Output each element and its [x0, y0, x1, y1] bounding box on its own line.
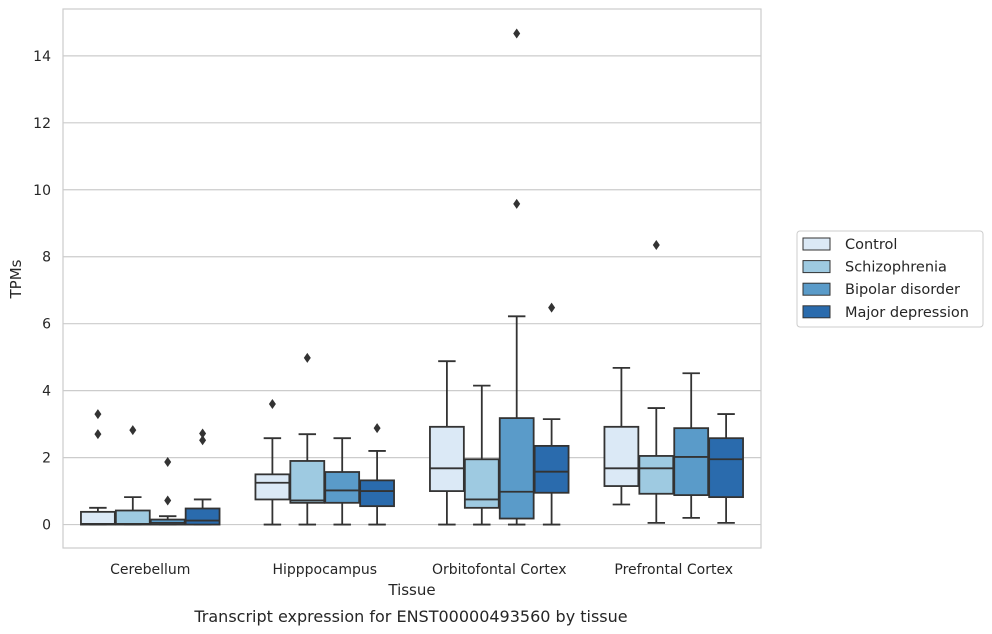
box-rect [80, 510, 116, 526]
outlier-point [94, 429, 102, 440]
x-axis-label: Tissue [387, 581, 435, 599]
box [254, 399, 291, 526]
box-rect [533, 444, 570, 494]
box-rect [114, 509, 151, 526]
box [533, 302, 570, 526]
box-series [80, 28, 744, 526]
outlier-point [199, 428, 207, 439]
x-tick-label: Orbitofontal Cortex [432, 562, 567, 578]
outlier-point [268, 399, 276, 410]
y-tick-label: 14 [33, 49, 51, 65]
box [708, 413, 744, 524]
y-tick-label: 6 [42, 317, 51, 333]
outlier-point [513, 198, 521, 209]
box-rect [673, 427, 710, 497]
y-tick-label: 10 [33, 183, 51, 199]
plot-area-frame [62, 8, 762, 549]
outlier-point [548, 302, 556, 313]
box-rect [708, 437, 744, 499]
x-tick-label: Prefrontal Cortex [614, 562, 733, 578]
y-tick-label: 12 [33, 116, 51, 132]
box-rect [463, 458, 500, 509]
legend-label: Major depression [845, 305, 969, 321]
outlier-point [373, 423, 381, 434]
box [603, 366, 640, 506]
x-tick-label: Cerebellum [110, 562, 190, 578]
box [114, 425, 151, 526]
box-rect [498, 417, 535, 520]
box [359, 423, 395, 526]
box-rect [638, 455, 675, 495]
box-rect [359, 479, 395, 508]
box-rect [184, 507, 221, 526]
y-tick-label: 2 [42, 451, 51, 467]
y-tick-labels: 0 2 4 6 8 10 12 14 [33, 49, 51, 534]
box-rect [324, 471, 361, 504]
outlier-point [652, 240, 660, 251]
outlier-point [164, 456, 172, 467]
outlier-point [129, 425, 137, 436]
box [498, 28, 535, 526]
series-control [80, 360, 640, 526]
box [673, 372, 710, 519]
legend-swatch [802, 305, 831, 319]
outlier-point [94, 409, 102, 420]
y-tick-label: 8 [42, 250, 51, 266]
box [289, 352, 326, 526]
box-rect [429, 425, 465, 492]
outlier-point [164, 495, 172, 506]
legend-swatch [802, 260, 831, 274]
x-tick-label: Hipppocampus [272, 562, 377, 578]
box-rect [289, 460, 326, 504]
legend-frame [796, 230, 984, 328]
box-rect [603, 425, 640, 487]
series-bipolar-disorder [149, 28, 710, 526]
legend-label: Schizophrenia [845, 260, 947, 276]
outlier-point [199, 435, 207, 446]
y-tick-label: 0 [42, 518, 51, 534]
box [638, 240, 675, 524]
box [429, 360, 465, 526]
series-major-depression [184, 302, 744, 526]
box [463, 384, 500, 526]
y-axis-label: TPMs [7, 259, 25, 299]
legend: Control Schizophrenia Bipolar disorder Majo… [796, 230, 984, 328]
chart-caption: Transcript expression for ENST0000049356… [193, 607, 627, 626]
legend-label: Bipolar disorder [845, 282, 960, 298]
outlier-point [513, 28, 521, 39]
box [184, 428, 221, 526]
box-rect [254, 473, 291, 501]
box [324, 437, 361, 526]
box [149, 456, 186, 526]
y-tick-label: 4 [42, 384, 51, 400]
series-schizophrenia [114, 240, 675, 526]
legend-swatch [802, 282, 831, 296]
legend-label: Control [845, 237, 897, 253]
legend-swatch [802, 237, 831, 251]
box [80, 409, 116, 526]
outlier-point [303, 352, 311, 363]
x-tick-labels: Cerebellum Hipppocampus Orbitofontal Corte… [110, 562, 733, 578]
